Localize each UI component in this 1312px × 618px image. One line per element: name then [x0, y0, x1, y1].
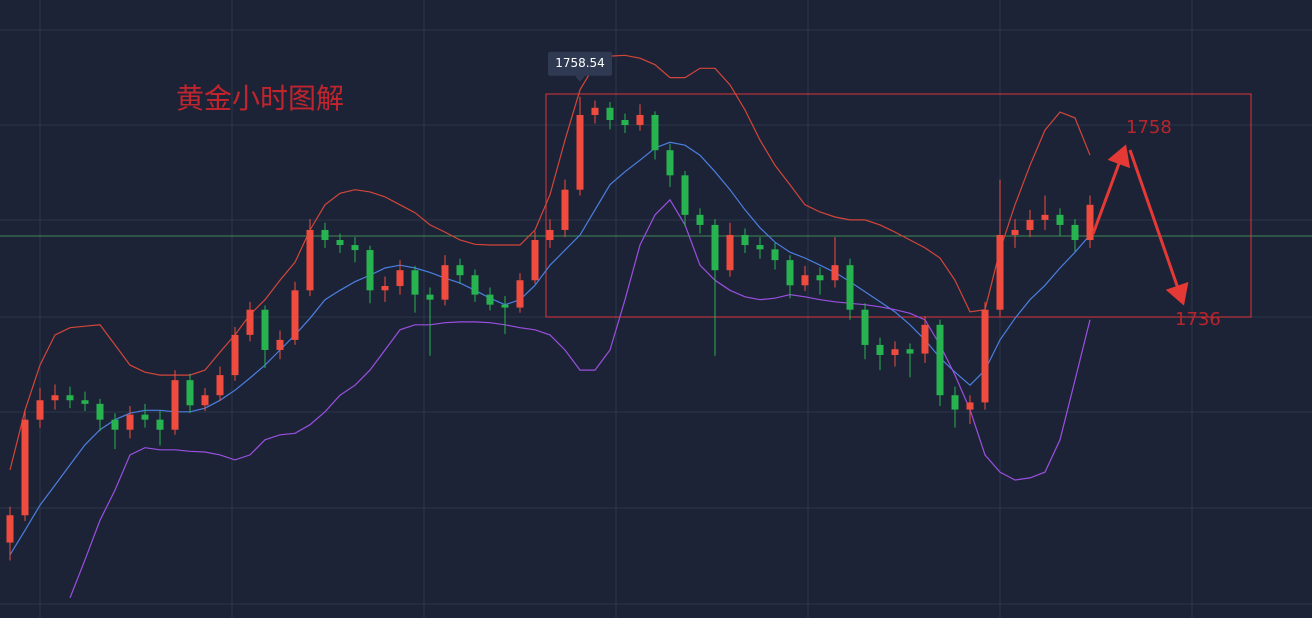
candle-body	[546, 229, 554, 241]
candle-body	[561, 189, 569, 230]
candle-body	[1071, 224, 1079, 241]
candle-body	[786, 260, 794, 286]
candle-body	[81, 400, 89, 404]
candle-body	[351, 245, 359, 251]
candle-body	[741, 234, 749, 246]
candle-body	[411, 270, 419, 295]
candle-body	[591, 107, 599, 115]
annotation: 1736	[1175, 309, 1221, 330]
candle-body	[141, 414, 149, 420]
candle-body	[666, 150, 674, 176]
candle-body	[711, 224, 719, 271]
candle-body	[66, 395, 74, 401]
candle-body	[1011, 229, 1019, 235]
candle-body	[636, 114, 644, 126]
chart-title: 黄金小时图解	[176, 82, 344, 115]
candle-body	[1026, 219, 1034, 230]
arrow-up	[1091, 144, 1131, 235]
candle-body	[516, 280, 524, 308]
candle-body	[246, 309, 254, 335]
arrow-down	[1128, 149, 1189, 306]
candle-body	[21, 419, 29, 516]
candle-body	[981, 309, 989, 403]
tooltip-label: 1758.54	[555, 56, 605, 70]
candle-body	[171, 380, 179, 430]
candle-body	[861, 309, 869, 345]
candle-body	[36, 400, 44, 420]
arrows	[1091, 144, 1189, 306]
candle-body	[651, 114, 659, 151]
candle-body	[576, 114, 584, 190]
candle-body	[471, 275, 479, 295]
tooltip-box	[548, 51, 612, 76]
candle-body	[891, 349, 899, 355]
candle-body	[816, 275, 824, 281]
candle-body	[1086, 204, 1094, 241]
candle-body	[501, 304, 509, 308]
candle-body	[201, 395, 209, 406]
candle-body	[756, 245, 764, 250]
candle-body	[291, 290, 299, 340]
candle-body	[126, 414, 134, 430]
candle-body	[96, 403, 104, 420]
candle-body	[681, 175, 689, 215]
candle-body	[441, 265, 449, 300]
candle-body	[156, 419, 164, 430]
candle-body	[396, 270, 404, 287]
band-line	[69, 198, 1091, 599]
candle-body	[426, 294, 434, 300]
candle-body	[801, 275, 809, 286]
tooltip-pointer	[575, 75, 585, 82]
candle-body	[1041, 214, 1049, 220]
candle-body	[456, 265, 464, 276]
candle-body	[531, 240, 539, 281]
candle-body	[921, 324, 929, 354]
candle-body	[1056, 214, 1064, 225]
candle-body	[366, 250, 374, 291]
candles	[6, 96, 1094, 561]
candle-body	[621, 120, 629, 126]
candle-body	[846, 265, 854, 310]
candle-body	[771, 249, 779, 261]
candle-body	[306, 229, 314, 291]
candle-body	[831, 265, 839, 281]
candle-body	[381, 286, 389, 291]
candle-body	[231, 334, 239, 376]
candle-body	[966, 402, 974, 410]
candle-body	[726, 234, 734, 271]
candle-body	[51, 395, 59, 401]
candle-body	[906, 349, 914, 354]
candle-body	[696, 214, 704, 225]
annotation: 1758	[1126, 117, 1172, 138]
candle-body	[186, 380, 194, 406]
candle-body	[216, 375, 224, 396]
candle-body	[321, 229, 329, 241]
candle-body	[261, 309, 269, 350]
candle-body	[606, 107, 614, 121]
candle-body	[111, 419, 119, 430]
candle-body	[486, 294, 494, 305]
candle-body	[996, 234, 1004, 310]
candle-body	[936, 324, 944, 396]
candle-body	[336, 240, 344, 246]
candle-body	[951, 395, 959, 410]
candle-body	[6, 515, 14, 543]
tooltip: 1758.54	[548, 51, 612, 82]
candle-body	[876, 344, 884, 355]
candle-body	[276, 339, 284, 350]
